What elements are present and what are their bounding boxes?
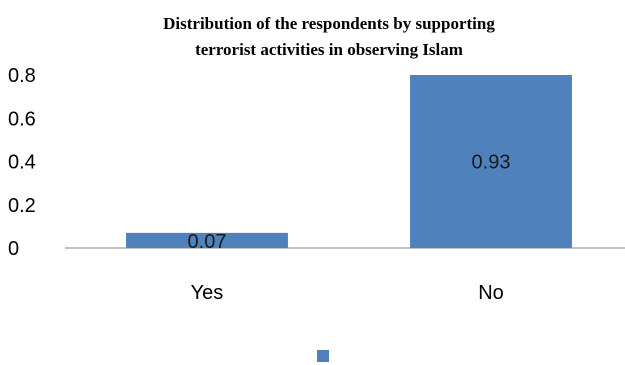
x-category-label: Yes	[191, 282, 224, 304]
y-tick-label: 0.8	[8, 65, 36, 87]
y-tick-label: 0.2	[8, 195, 36, 217]
chart-title-line-2: terrorist activities in observing Islam	[195, 40, 463, 59]
y-tick-label: 0.6	[8, 108, 36, 130]
bar	[410, 75, 572, 248]
y-tick-label: 0.4	[8, 152, 36, 174]
bar-data-label: 0.93	[472, 152, 511, 174]
bar-series: 0.07 0.93	[126, 75, 572, 253]
x-axis-categories: Yes No	[191, 282, 504, 304]
bar-data-label: 0.07	[188, 231, 227, 253]
y-axis-ticks: 0 0.2 0.4 0.6 0.8	[8, 65, 36, 260]
y-tick-label: 0	[8, 238, 19, 260]
x-category-label: No	[478, 282, 504, 304]
legend-swatch	[317, 350, 329, 362]
chart-title-line-1: Distribution of the respondents by suppo…	[163, 14, 495, 33]
bar	[126, 232, 288, 248]
